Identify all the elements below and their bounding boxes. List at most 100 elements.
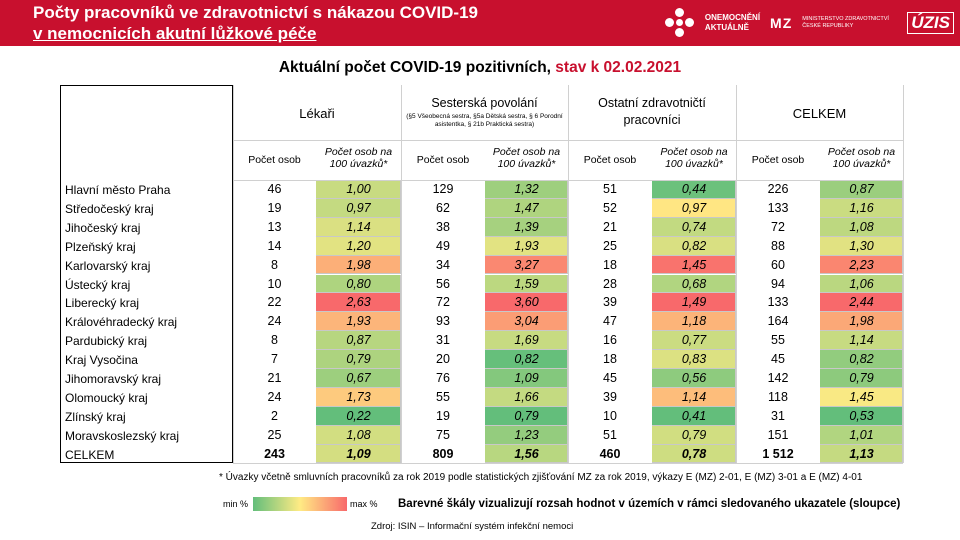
subheader-rate: Počet osob na 100 úvazků* <box>827 146 896 170</box>
rate-value: 0,67 <box>346 371 371 385</box>
region-label: Zlínský kraj <box>65 409 126 424</box>
heat-cell <box>485 293 568 313</box>
count-value: 45 <box>771 352 785 367</box>
rate-value: 1,49 <box>681 295 707 310</box>
count-value: 94 <box>771 276 785 291</box>
region-label: Moravskoslezský kraj <box>65 428 180 443</box>
group-header-3: CELKEM <box>736 106 903 121</box>
rate-value: 0,78 <box>681 446 707 461</box>
heat-cell <box>485 236 568 256</box>
region-label: Pardubický kraj <box>65 334 148 349</box>
rate-value: 1,93 <box>514 238 539 253</box>
heat-cell <box>485 369 568 388</box>
page-title-line2: v nemocnicích akutní lůžkové péče <box>33 24 317 43</box>
rate-value: 0,79 <box>849 371 874 385</box>
rate-value: 0,22 <box>346 408 371 423</box>
color-scale-note: Barevné škály vizualizují rozsah hodnot … <box>398 498 901 510</box>
count-value: 16 <box>603 333 617 348</box>
heat-cell <box>316 350 401 369</box>
count-value: 20 <box>436 352 450 367</box>
heat-cell <box>652 369 736 388</box>
heat-cell <box>316 444 401 464</box>
heat-cell <box>485 406 568 426</box>
count-value: 13 <box>267 219 282 234</box>
rate-value: 1,39 <box>514 219 539 234</box>
count-value: 51 <box>603 427 617 442</box>
heat-cell <box>652 444 736 464</box>
count-value: 19 <box>267 200 282 215</box>
rate-value: 1,32 <box>514 182 539 196</box>
source-note: Zdroj: ISIN – Informační systém infekční… <box>371 521 574 532</box>
count-value: 21 <box>603 219 617 234</box>
heat-cell <box>820 293 903 313</box>
logos: ONEMOCNĚNÍ AKTUÁLNĚ MZ MINISTERSTVO ZDRA… <box>664 6 954 40</box>
onemocneni-logo-icon <box>664 8 695 38</box>
subheader-count: Počet osob <box>248 154 301 166</box>
rate-value: 0,79 <box>514 408 539 423</box>
grid-line <box>233 180 903 181</box>
count-value: 18 <box>603 352 617 367</box>
rate-value: 1,45 <box>849 389 874 404</box>
rate-value: 0,74 <box>681 219 707 234</box>
heat-cell <box>820 312 903 332</box>
region-column: Hlavní město Praha Středočeský kraj Jihoče… <box>60 85 233 463</box>
heat-cell <box>652 236 736 256</box>
count-value: 2 <box>271 408 278 423</box>
uzis-logo: ÚZIS <box>907 12 954 34</box>
heat-cell <box>652 387 736 407</box>
rate-value: 1,69 <box>514 333 539 348</box>
region-label: Jihočeský kraj <box>65 220 141 235</box>
rate-value: 1,09 <box>514 371 539 385</box>
subheader-rate: Počet osob na 100 úvazků* <box>324 146 393 170</box>
heat-cell <box>485 198 568 218</box>
count-value: 1 512 <box>762 446 794 461</box>
count-value: 10 <box>267 276 282 291</box>
subheader-count: Počet osob <box>583 154 637 166</box>
count-value: 129 <box>432 182 454 196</box>
heat-cell <box>652 198 736 218</box>
heat-cell <box>485 274 568 294</box>
rate-value: 1,47 <box>514 200 539 215</box>
count-value: 151 <box>767 427 789 442</box>
rate-value: 1,08 <box>346 427 371 442</box>
count-value: 45 <box>603 371 617 385</box>
grid-line <box>233 463 903 464</box>
count-value: 133 <box>767 200 789 215</box>
rate-value: 0,44 <box>681 182 707 196</box>
region-label: Karlovarský kraj <box>65 258 151 273</box>
heat-cell <box>820 217 903 237</box>
heat-cell <box>820 425 903 445</box>
heat-cell <box>652 425 736 445</box>
group-header-note: (§5 Všeobecná sestra, §5a Dětská sestra,… <box>406 113 563 128</box>
rate-value: 0,87 <box>346 333 371 348</box>
rate-value: 3,27 <box>514 257 539 272</box>
rate-value: 0,53 <box>849 408 874 423</box>
count-value: 49 <box>436 238 450 253</box>
group-header-label: Lékaři <box>299 106 335 121</box>
grid-line <box>233 85 234 463</box>
rate-value: 0,97 <box>681 200 707 215</box>
heat-cell <box>485 217 568 237</box>
count-value: 142 <box>767 371 789 385</box>
rate-value: 1,73 <box>346 389 371 404</box>
count-value: 14 <box>267 238 282 253</box>
heat-cell <box>316 217 401 237</box>
heat-cell <box>316 255 401 275</box>
count-value: 7 <box>271 352 278 367</box>
count-value: 24 <box>267 389 282 404</box>
rate-value: 0,79 <box>681 427 707 442</box>
count-value: 39 <box>603 295 617 310</box>
rate-value: 2,44 <box>849 295 874 310</box>
count-value: 60 <box>771 257 785 272</box>
heat-cell <box>316 369 401 388</box>
heat-cell <box>652 293 736 313</box>
heat-cell <box>316 406 401 426</box>
rate-value: 3,04 <box>514 314 539 329</box>
count-value: 18 <box>603 257 617 272</box>
heat-cell <box>652 406 736 426</box>
rate-value: 0,79 <box>346 352 371 367</box>
heat-cell <box>820 198 903 218</box>
rate-value: 0,68 <box>681 276 707 291</box>
legend-max-label: max % <box>350 499 378 509</box>
subheader-count: Počet osob <box>416 154 470 166</box>
